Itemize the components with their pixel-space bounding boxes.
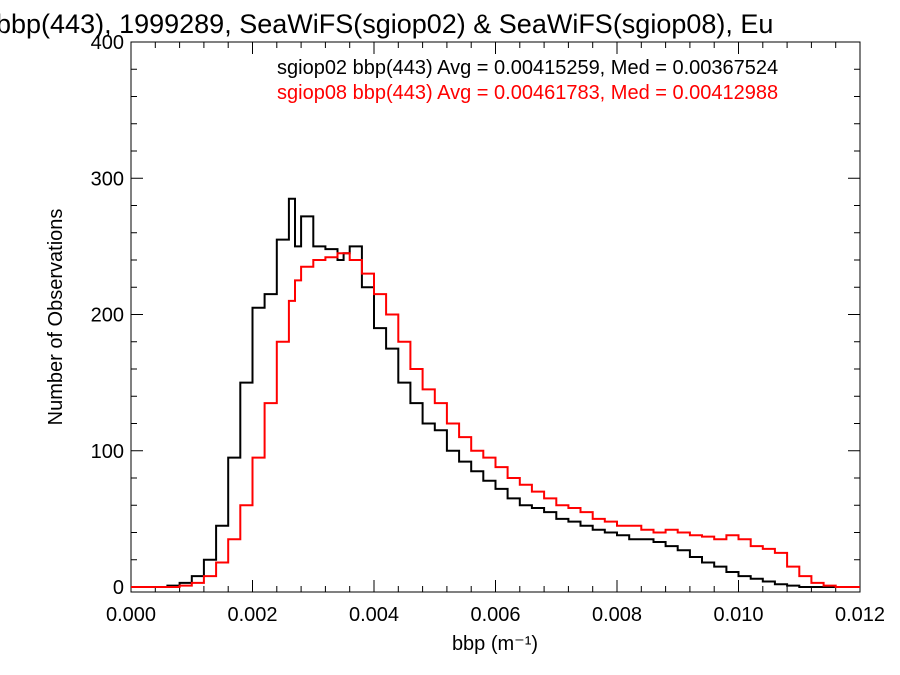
y-tick-label: 200	[91, 305, 124, 327]
y-tick-label: 300	[91, 168, 124, 190]
y-axis-ticks: 0 100 200 300 400	[91, 32, 860, 599]
x-axis-ticks: 0.000 0.002 0.004 0.006 0.008 0.010 0.012	[106, 42, 885, 626]
x-tick-label: 0.008	[592, 604, 642, 626]
x-tick-label: 0.012	[835, 604, 885, 626]
y-tick-label: 400	[91, 32, 124, 54]
x-axis-label: bbp (m⁻¹)	[452, 633, 538, 655]
chart-title: bbp(443), 1999289, SeaWiFS(sgiop02) & Se…	[0, 9, 773, 39]
x-tick-label: 0.004	[349, 604, 399, 626]
series-1-line	[131, 197, 860, 588]
y-tick-label: 0	[113, 577, 124, 599]
legend-entry-2: sgiop08 bbp(443) Avg = 0.00461783, Med =…	[277, 82, 778, 104]
series-group	[131, 197, 860, 588]
legend: sgiop02 bbp(443) Avg = 0.00415259, Med =…	[277, 57, 778, 104]
x-tick-label: 0.006	[470, 604, 520, 626]
series-2-line	[131, 252, 860, 588]
y-axis-label: Number of Observations	[45, 209, 67, 426]
y-tick-label: 100	[91, 441, 124, 463]
x-tick-label: 0.010	[713, 604, 763, 626]
x-tick-label: 0.000	[106, 604, 156, 626]
x-tick-label: 0.002	[227, 604, 277, 626]
legend-entry-1: sgiop02 bbp(443) Avg = 0.00415259, Med =…	[277, 57, 778, 79]
